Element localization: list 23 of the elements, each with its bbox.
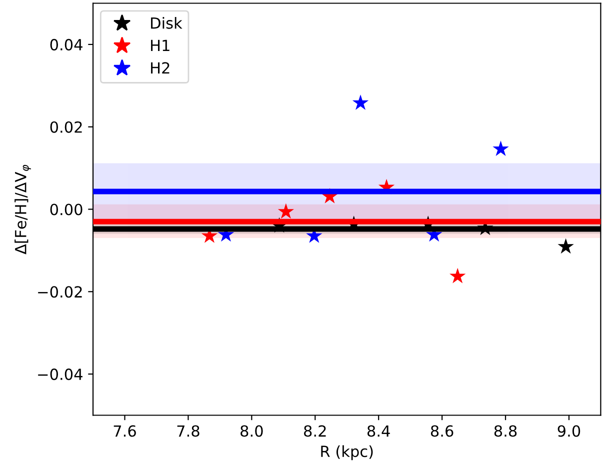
x-tick-label: 8.0	[240, 425, 263, 437]
legend-label: H2	[151, 62, 170, 74]
x-tick-label: 9.0	[558, 425, 580, 437]
point	[352, 94, 369, 110]
y-tick-label: −0.04	[38, 368, 82, 380]
point	[558, 238, 574, 254]
point	[450, 268, 466, 284]
x-tick-label: 7.6	[114, 425, 136, 437]
x-axis-title: R (kpc)	[321, 445, 373, 460]
x-tick-label: 8.8	[494, 425, 517, 437]
legend-label: Disk	[151, 17, 182, 29]
y-tick-label: 0.00	[50, 204, 82, 216]
point	[278, 203, 294, 219]
y-axis-title: Δ[Fe/H]/ΔV$_{φ}$	[14, 164, 31, 254]
y-tick-label: 0.04	[50, 38, 82, 50]
y-tick-label: 0.02	[50, 121, 82, 133]
x-tick-label: 8.4	[367, 425, 390, 437]
point	[492, 140, 509, 156]
x-tick-label: 7.8	[177, 425, 200, 437]
y-tick-label: −0.02	[38, 286, 82, 298]
x-tick-label: 8.6	[430, 425, 454, 437]
legend-label: H1	[151, 40, 170, 52]
x-tick-label: 8.2	[304, 425, 326, 437]
